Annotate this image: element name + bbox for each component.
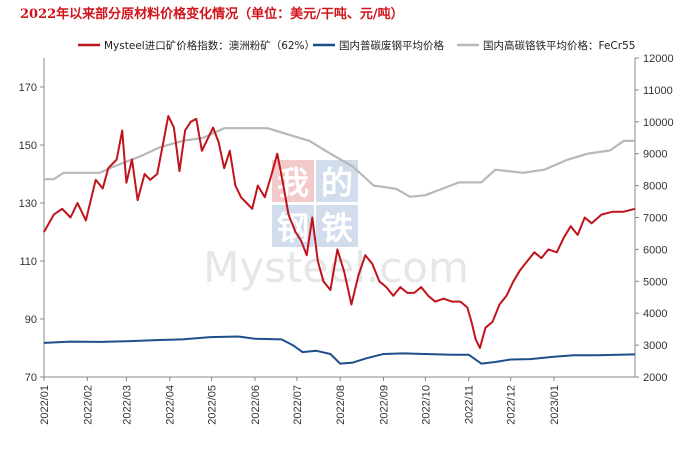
watermark-char: 我 xyxy=(277,164,309,202)
y-left-tick-label: 90 xyxy=(25,314,37,326)
y-right-tick-label: 4000 xyxy=(643,308,667,320)
legend-label: 国内高碳铬铁平均价格：FeCr55 xyxy=(483,39,635,52)
chart-series xyxy=(43,115,636,365)
x-tick-label: 2022/10 xyxy=(420,385,432,425)
y-right-tick-label: 3000 xyxy=(643,340,667,352)
x-tick-label: 2022/03 xyxy=(121,385,133,425)
y-right-tick-label: 8000 xyxy=(643,181,667,193)
x-tick-label: 2022/08 xyxy=(335,385,347,425)
y-right-tick-label: 2000 xyxy=(643,372,667,384)
series-line-1 xyxy=(43,115,636,349)
x-tick-label: 2022/02 xyxy=(82,385,94,425)
y-right-tick-label: 11000 xyxy=(643,85,673,97)
chart-legend: Mysteel进口矿价格指数：澳洲粉矿（62%） 国内普碳废钢平均价格 国内高碳铬铁… xyxy=(78,39,635,52)
x-tick-label: 2023/01 xyxy=(549,385,561,425)
legend-label: Mysteel进口矿价格指数：澳洲粉矿（62%） xyxy=(104,39,315,52)
x-tick-label: 2022/06 xyxy=(250,385,262,425)
legend-label: 国内普碳废钢平均价格 xyxy=(339,39,444,52)
watermark-tile xyxy=(316,160,358,202)
y-left-tick-label: 130 xyxy=(19,198,37,210)
chart-axes: 70 90 110 130 150 170 2000 3000 4000 5000 6000 7000… xyxy=(19,53,674,425)
x-tick-label: 2022/04 xyxy=(165,385,177,425)
series-line-2 xyxy=(43,335,636,365)
x-tick-label: 2022/05 xyxy=(207,385,219,425)
x-tick-label: 2022/11 xyxy=(464,385,476,424)
y-right-tick-label: 10000 xyxy=(643,117,674,129)
watermark-char: 铁 xyxy=(321,209,353,247)
watermark-brand: Mysteel.com xyxy=(203,243,469,292)
mysteel-watermark: 我的钢 铁Mysteel.com xyxy=(203,160,469,292)
x-tick-label: 2022/09 xyxy=(379,385,391,425)
y-right-tick-label: 12000 xyxy=(643,53,674,65)
chart-title: 2022年以来部分原材料价格变化情况（单位：美元/干吨、元/吨） xyxy=(20,7,404,22)
y-right-tick-label: 5000 xyxy=(643,276,667,288)
x-tick-label: 2022/01 xyxy=(39,385,51,425)
watermark-tile xyxy=(316,205,358,247)
y-left-tick-label: 150 xyxy=(19,140,37,152)
y-left-tick-label: 110 xyxy=(19,256,37,268)
y-right-tick-label: 7000 xyxy=(643,213,667,225)
watermark-char: 的 xyxy=(321,164,353,202)
x-tick-label: 2022/07 xyxy=(292,385,304,425)
y-right-tick-label: 9000 xyxy=(643,149,667,161)
y-left-tick-label: 170 xyxy=(19,82,37,94)
x-tick-label: 2022/12 xyxy=(506,385,518,425)
y-left-tick-label: 70 xyxy=(25,372,37,384)
series-line-3 xyxy=(44,127,635,198)
y-right-tick-label: 6000 xyxy=(643,244,667,256)
